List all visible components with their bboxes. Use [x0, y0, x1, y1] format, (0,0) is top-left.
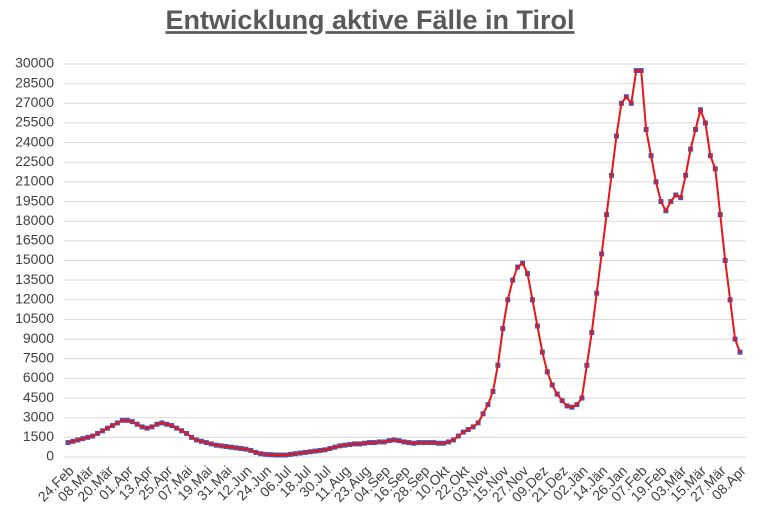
chart-title: Entwicklung aktive Fälle in Tirol [165, 5, 574, 35]
y-tick-label: 22500 [15, 153, 54, 169]
y-tick-label: 18000 [15, 212, 54, 228]
y-tick-label: 4500 [23, 389, 54, 405]
y-tick-label: 19500 [15, 192, 54, 208]
y-tick-label: 0 [46, 448, 54, 464]
y-tick-label: 9000 [23, 330, 54, 346]
y-tick-label: 13500 [15, 271, 54, 287]
y-tick-label: 28500 [15, 74, 54, 90]
y-tick-label: 6000 [23, 369, 54, 385]
y-tick-label: 3000 [23, 408, 54, 424]
y-tick-label: 27000 [15, 94, 54, 110]
y-tick-label: 21000 [15, 173, 54, 189]
y-tick-label: 15000 [15, 251, 54, 267]
line [67, 69, 741, 457]
y-tick-label: 12000 [15, 291, 54, 307]
y-tick-label: 24000 [15, 133, 54, 149]
y-tick-label: 25500 [15, 114, 54, 130]
y-tick-label: 30000 [15, 55, 54, 71]
y-tick-label: 10500 [15, 310, 54, 326]
y-tick-label: 1500 [23, 428, 54, 444]
y-tick-label: 16500 [15, 232, 54, 248]
y-tick-label: 7500 [23, 349, 54, 365]
